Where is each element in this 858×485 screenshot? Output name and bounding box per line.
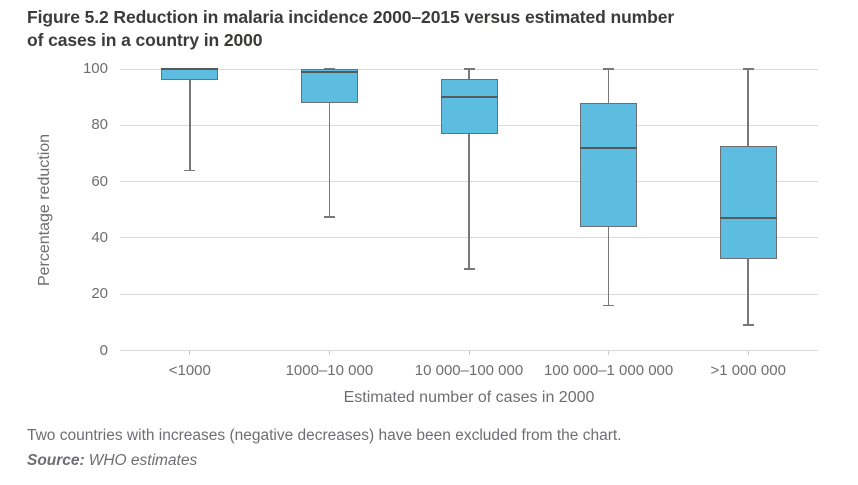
whisker-line (189, 69, 191, 171)
median-line (300, 70, 358, 73)
y-tick-label: 100 (82, 60, 108, 77)
x-axis-title: Estimated number of cases in 2000 (343, 389, 595, 406)
x-tick (608, 351, 610, 355)
median-line (161, 68, 219, 70)
y-tick-label: 20 (91, 285, 108, 303)
x-tick (328, 351, 330, 355)
whisker-cap-bottom (742, 324, 754, 326)
source-label: Source: (27, 452, 85, 469)
box (300, 69, 358, 103)
source-text: WHO estimates (88, 452, 198, 469)
y-tick-label: 40 (91, 228, 108, 246)
box (580, 102, 638, 227)
x-tick (747, 351, 749, 355)
median-line (580, 146, 638, 149)
box (161, 69, 219, 81)
figure-title-line-2: of cases in a country in 2000 (27, 30, 263, 50)
y-tick-label: 60 (91, 172, 108, 190)
figure-title-line-1: Figure 5.2 Reduction in malaria incidenc… (27, 7, 675, 27)
whisker-cap-top (463, 68, 475, 70)
x-tick-label: >1 000 000 (710, 361, 786, 379)
whisker-line (328, 69, 331, 217)
median-line (440, 96, 498, 99)
figure-title: Figure 5.2 Reduction in malaria incidenc… (27, 6, 674, 52)
whisker-cap-top (742, 68, 754, 70)
gridline (120, 350, 818, 351)
median-line (719, 217, 777, 220)
x-tick (468, 351, 470, 355)
y-tick-label: 0 (99, 341, 108, 359)
gridline (120, 293, 818, 295)
whisker-cap-top (603, 68, 615, 70)
box (719, 146, 777, 259)
footnote: Two countries with increases (negative d… (27, 427, 622, 444)
whisker-line (468, 69, 470, 269)
y-tick-label: 80 (91, 116, 108, 134)
source-line: Source: WHO estimates (27, 452, 197, 470)
whisker-cap-bottom (323, 216, 335, 218)
x-tick-label: 100 000–1 000 000 (543, 361, 674, 379)
whisker-cap-bottom (184, 169, 196, 172)
x-tick-label: <1000 (168, 361, 211, 379)
x-tick (189, 351, 191, 355)
whisker-cap-bottom (603, 304, 615, 307)
y-axis-title: Percentage reduction (36, 133, 53, 287)
x-tick-label: 10 000–100 000 (414, 361, 524, 379)
x-tick-label: 1000–10 000 (285, 361, 374, 379)
whisker-cap-bottom (463, 268, 475, 270)
box (440, 78, 498, 134)
